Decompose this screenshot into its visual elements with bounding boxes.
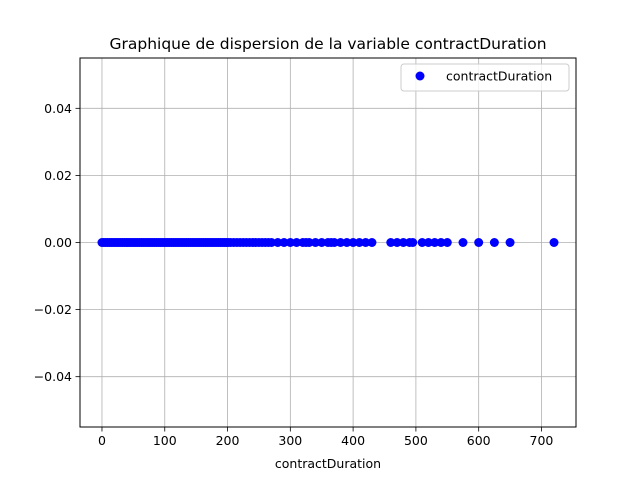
y-axis-ticks: 0.04 0.02 0.00 −0.02 −0.04 bbox=[34, 101, 80, 384]
data-point bbox=[336, 238, 346, 247]
x-tick-label: 500 bbox=[404, 433, 428, 448]
data-point bbox=[354, 238, 364, 247]
legend: contractDuration bbox=[400, 63, 570, 92]
data-point bbox=[348, 238, 358, 247]
y-tick-label: 0.02 bbox=[44, 168, 72, 183]
legend-box bbox=[400, 63, 570, 92]
data-point bbox=[474, 238, 484, 247]
x-tick-label: 200 bbox=[216, 433, 240, 448]
data-point bbox=[279, 238, 289, 247]
x-tick-label: 0 bbox=[98, 433, 106, 448]
y-tick-label: 0.00 bbox=[44, 235, 72, 250]
y-tick-label: −0.04 bbox=[34, 369, 72, 384]
data-point bbox=[342, 238, 352, 247]
data-point bbox=[317, 238, 327, 247]
data-point bbox=[386, 238, 396, 247]
data-point bbox=[417, 238, 427, 247]
data-point bbox=[367, 238, 377, 247]
x-tick-label: 400 bbox=[341, 433, 365, 448]
data-point bbox=[436, 238, 446, 247]
data-point bbox=[392, 238, 402, 247]
x-tick-label: 300 bbox=[278, 433, 302, 448]
data-point bbox=[310, 238, 320, 247]
scatter-points bbox=[97, 238, 559, 247]
legend-marker bbox=[415, 71, 425, 81]
data-point bbox=[285, 238, 295, 247]
chart-title: Graphique de dispersion de la variable c… bbox=[109, 35, 546, 53]
data-point bbox=[329, 238, 339, 247]
x-tick-label: 100 bbox=[153, 433, 177, 448]
data-point bbox=[292, 238, 302, 247]
x-tick-label: 700 bbox=[530, 433, 554, 448]
data-point bbox=[398, 238, 408, 247]
x-axis-ticks: 0 100 200 300 400 500 600 700 bbox=[98, 427, 553, 448]
data-point bbox=[361, 238, 371, 247]
data-point bbox=[266, 238, 276, 247]
data-point bbox=[549, 238, 559, 247]
x-axis-label: contractDuration bbox=[275, 456, 381, 471]
data-point bbox=[273, 238, 283, 247]
data-point bbox=[430, 238, 440, 247]
data-point bbox=[458, 238, 468, 247]
data-point bbox=[423, 238, 433, 247]
y-tick-label: −0.02 bbox=[34, 302, 72, 317]
data-point bbox=[489, 238, 499, 247]
data-point bbox=[408, 238, 418, 247]
data-point bbox=[304, 238, 314, 247]
legend-label: contractDuration bbox=[446, 69, 552, 84]
x-tick-label: 600 bbox=[467, 433, 491, 448]
data-point bbox=[442, 238, 452, 247]
data-point bbox=[505, 238, 515, 247]
y-tick-label: 0.04 bbox=[44, 101, 72, 116]
